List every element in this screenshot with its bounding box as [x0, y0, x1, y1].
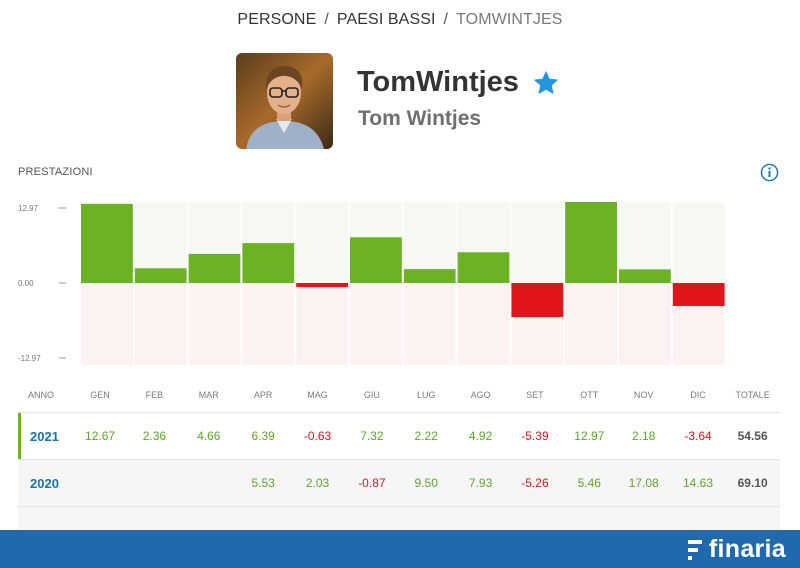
performance-table: ANNO GEN FEB MAR APR MAG GIU LUG AGO SET…: [18, 378, 780, 506]
header-month: NOV: [633, 390, 654, 400]
month-value: 12.97: [574, 429, 605, 443]
y-tick-label: -12.97: [18, 354, 41, 363]
month-value: 4.92: [468, 429, 493, 443]
header-month: OTT: [580, 390, 599, 400]
month-value: -0.87: [358, 476, 386, 490]
bar-gen[interactable]: [81, 203, 133, 283]
header-month: MAG: [307, 390, 328, 400]
bar-background-negative: [188, 283, 241, 365]
bar-giu[interactable]: [350, 237, 402, 283]
bar-background-negative: [81, 283, 133, 365]
bar-ott[interactable]: [565, 202, 617, 283]
table-header: ANNO GEN FEB MAR APR MAG GIU LUG AGO SET…: [18, 378, 780, 412]
star-icon[interactable]: [531, 68, 561, 98]
month-value: -3.64: [684, 429, 712, 443]
month-value: 5.53: [251, 476, 275, 490]
breadcrumb-separator: /: [324, 11, 329, 28]
month-value: 14.63: [683, 476, 714, 490]
month-value: 2.03: [305, 476, 330, 490]
bar-background-positive: [672, 202, 725, 283]
bar-ago[interactable]: [457, 252, 510, 283]
month-value: 7.93: [468, 476, 493, 490]
header-month: GEN: [90, 390, 110, 400]
avatar: [236, 53, 333, 149]
header-month: MAR: [198, 390, 219, 400]
breadcrumb-people[interactable]: PERSONE: [237, 11, 317, 28]
profile-header: TomWintjes: [357, 66, 561, 99]
bar-nov[interactable]: [619, 269, 671, 283]
header-month: DIC: [690, 390, 706, 400]
y-tick-label: 12.97: [18, 204, 39, 213]
header-month: AGO: [470, 390, 491, 400]
month-value: 9.50: [414, 476, 438, 490]
bar-mar[interactable]: [188, 253, 241, 283]
header-month: LUG: [416, 390, 436, 400]
performance-chart: 12.97 0.00 -12.97: [18, 202, 725, 365]
bar-background-negative: [565, 283, 617, 365]
month-value: 2.18: [631, 429, 656, 443]
month-value: 2.36: [142, 429, 167, 443]
month-value: 6.39: [251, 429, 275, 443]
info-icon[interactable]: [760, 163, 779, 182]
profile-handle: TomWintjes: [357, 66, 519, 98]
header-total: TOTALE: [735, 390, 770, 400]
row-year[interactable]: 2021: [30, 428, 59, 444]
bar-feb[interactable]: [134, 268, 187, 283]
bar-dic[interactable]: [672, 283, 725, 307]
footer-bar: finaria: [0, 530, 800, 568]
row-year[interactable]: 2020: [30, 475, 59, 491]
breadcrumb-country[interactable]: PAESI BASSI: [336, 11, 436, 28]
finaria-logo-icon: [687, 539, 702, 560]
month-value: 2.22: [414, 429, 438, 443]
month-value: 7.32: [360, 429, 384, 443]
bar-set[interactable]: [511, 283, 564, 318]
bar-background-negative: [134, 283, 187, 365]
bar-background-negative: [403, 283, 456, 365]
month-value: -5.26: [521, 476, 549, 490]
bar-background-positive: [296, 202, 348, 283]
month-value: -0.63: [303, 429, 332, 443]
table-row[interactable]: 2021 12.67 2.36 4.66 6.39 -0.63 7.32 2.22 4.92 -5…: [18, 412, 780, 459]
row-total: 54.56: [737, 429, 768, 443]
breadcrumb-separator: /: [443, 11, 449, 28]
month-value: 17.08: [628, 476, 659, 490]
y-tick-label: 0.00: [18, 279, 34, 288]
header-month: GIU: [363, 390, 380, 400]
bar-apr[interactable]: [242, 243, 295, 283]
row-total: 69.10: [737, 476, 768, 490]
breadcrumb: PERSONE / PAESI BASSI / TOMWINTJES: [0, 11, 800, 29]
section-title: PRESTAZIONI: [18, 166, 93, 178]
header-month: SET: [526, 390, 544, 400]
bar-background-positive: [511, 202, 564, 283]
month-value: -5.39: [521, 429, 549, 443]
brand-logo[interactable]: finaria: [687, 535, 786, 564]
profile-full-name: Tom Wintjes: [358, 107, 482, 130]
bar-background-negative: [296, 283, 348, 365]
breadcrumb-current: TOMWINTJES: [456, 11, 563, 28]
header-month: APR: [253, 390, 273, 400]
brand-name: finaria: [708, 535, 786, 563]
bar-background-negative: [457, 283, 510, 365]
month-value: 5.46: [577, 476, 601, 490]
header-month: FEB: [145, 390, 164, 400]
table-row[interactable]: 2020 5.53 2.03 -0.87 9.50 7.93 -5.26 5.46 17.08 1…: [18, 459, 780, 506]
table-row-more: [18, 506, 780, 530]
month-value: 12.67: [85, 429, 116, 443]
month-value: 4.66: [197, 429, 221, 443]
bar-lug[interactable]: [403, 269, 456, 283]
header-year: ANNO: [28, 390, 55, 400]
bar-mag[interactable]: [296, 283, 348, 287]
bar-background-negative: [350, 283, 402, 365]
bar-background-negative: [619, 283, 671, 365]
bar-background-negative: [242, 283, 295, 365]
